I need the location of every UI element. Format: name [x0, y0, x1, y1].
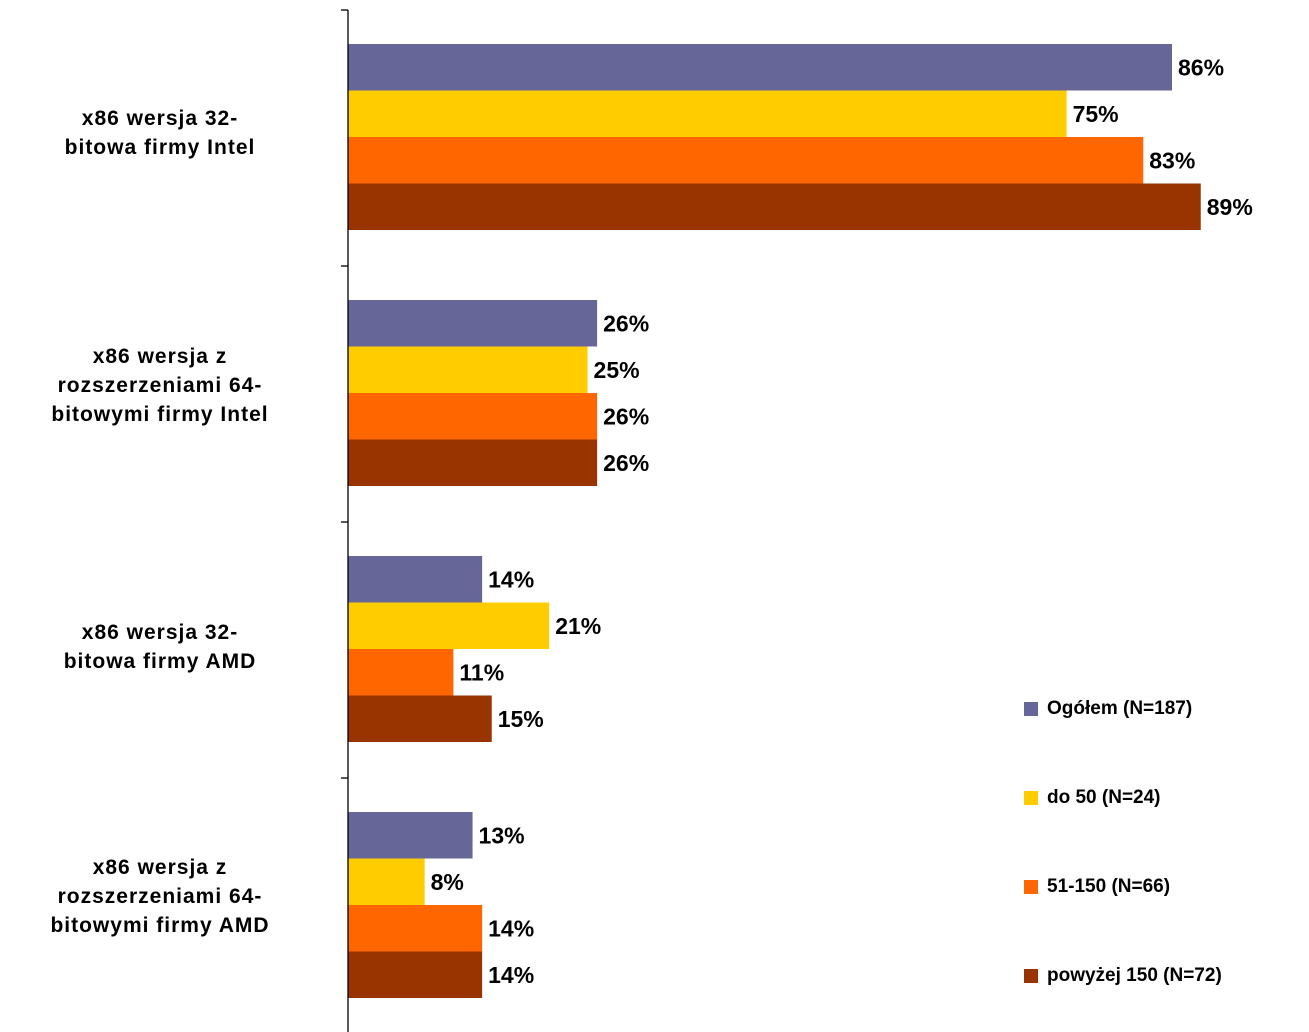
bar	[348, 695, 492, 742]
data-label: 26%	[603, 310, 649, 336]
data-label: 14%	[488, 915, 534, 941]
bar	[348, 90, 1067, 137]
category-label: x86 wersja z rozszerzeniami 64- bitowymi…	[50, 856, 270, 937]
data-label: 14%	[488, 566, 534, 592]
data-label: 25%	[594, 357, 640, 383]
bar	[348, 439, 598, 486]
legend-swatch	[1024, 969, 1038, 983]
legend-item: Ogółem (N=187)	[1024, 694, 1192, 724]
legend-swatch	[1024, 880, 1038, 894]
bar	[348, 951, 483, 998]
data-label: 75%	[1073, 101, 1119, 127]
bar	[348, 300, 598, 347]
legend-label: Ogółem (N=187)	[1047, 698, 1193, 719]
category-label: x86 wersja z rozszerzeniami 64- bitowymi…	[51, 345, 269, 426]
category-label: x86 wersja 32- bitowa firmy AMD	[63, 621, 257, 673]
legend-label: powyżej 150 (N=72)	[1047, 965, 1222, 986]
bar	[348, 556, 483, 603]
bar	[348, 393, 598, 440]
data-label: 89%	[1207, 194, 1253, 220]
legend-label: do 50 (N=24)	[1047, 787, 1161, 808]
data-label: 11%	[459, 659, 504, 685]
bar	[348, 346, 588, 393]
data-label: 26%	[603, 403, 649, 429]
bar	[348, 137, 1144, 184]
data-label: 26%	[603, 450, 649, 476]
data-label: 83%	[1149, 147, 1195, 173]
legend-item: do 50 (N=24)	[1024, 783, 1161, 813]
bar	[348, 649, 454, 696]
data-label: 15%	[498, 706, 544, 732]
bar	[348, 183, 1201, 230]
legend-label: 51-150 (N=66)	[1047, 876, 1171, 897]
category-label: x86 wersja 32- bitowa firmy Intel	[64, 107, 256, 159]
legend-swatch	[1024, 791, 1038, 805]
data-label: 13%	[479, 822, 525, 848]
bar	[348, 812, 473, 859]
legend-swatch	[1024, 702, 1038, 716]
bar	[348, 44, 1172, 91]
data-label: 21%	[555, 613, 601, 639]
bar	[348, 602, 550, 649]
bar	[348, 858, 425, 905]
legend-item: powyżej 150 (N=72)	[1024, 961, 1222, 991]
data-label: 14%	[488, 962, 534, 988]
legend-item: 51-150 (N=66)	[1024, 872, 1170, 902]
data-label: 86%	[1178, 54, 1224, 80]
bar	[348, 905, 483, 952]
data-label: 8%	[431, 869, 464, 895]
